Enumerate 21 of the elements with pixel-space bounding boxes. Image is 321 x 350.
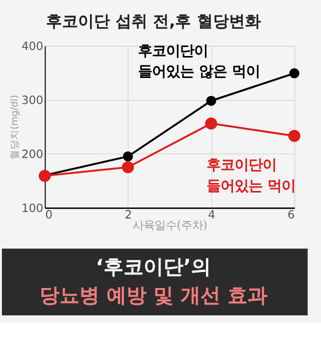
x-axis-title: 사육일수(주차) (132, 218, 208, 232)
text: 당뇨병 예방 및 개선 효과 (39, 282, 268, 307)
chart-title: 후코이단 섭취 전,후 혈당변화 (46, 12, 261, 31)
point (122, 151, 133, 162)
y-axis-title: 혈당치(mg/dl) (10, 94, 21, 160)
x-tick-label: 6 (288, 208, 295, 222)
y-tick-label: 100 (22, 200, 44, 215)
point (288, 130, 300, 142)
x-tick-label: 4 (208, 208, 216, 222)
series-label: 후코이단이 들어있는 않은 먹이 (138, 43, 260, 80)
text: ‘후코이단’의 (96, 254, 211, 278)
point (205, 117, 218, 130)
y-tick-label: 300 (22, 93, 44, 108)
point (122, 161, 134, 174)
point (289, 68, 300, 78)
y-tick-label: 200 (22, 147, 44, 162)
x-tick-label: 2 (124, 208, 132, 222)
point (206, 96, 216, 106)
x-tick-label: 0 (45, 208, 53, 222)
series-label: 후코이단이 들어있는 먹이 (206, 158, 296, 195)
y-tick-label: 400 (22, 39, 44, 54)
